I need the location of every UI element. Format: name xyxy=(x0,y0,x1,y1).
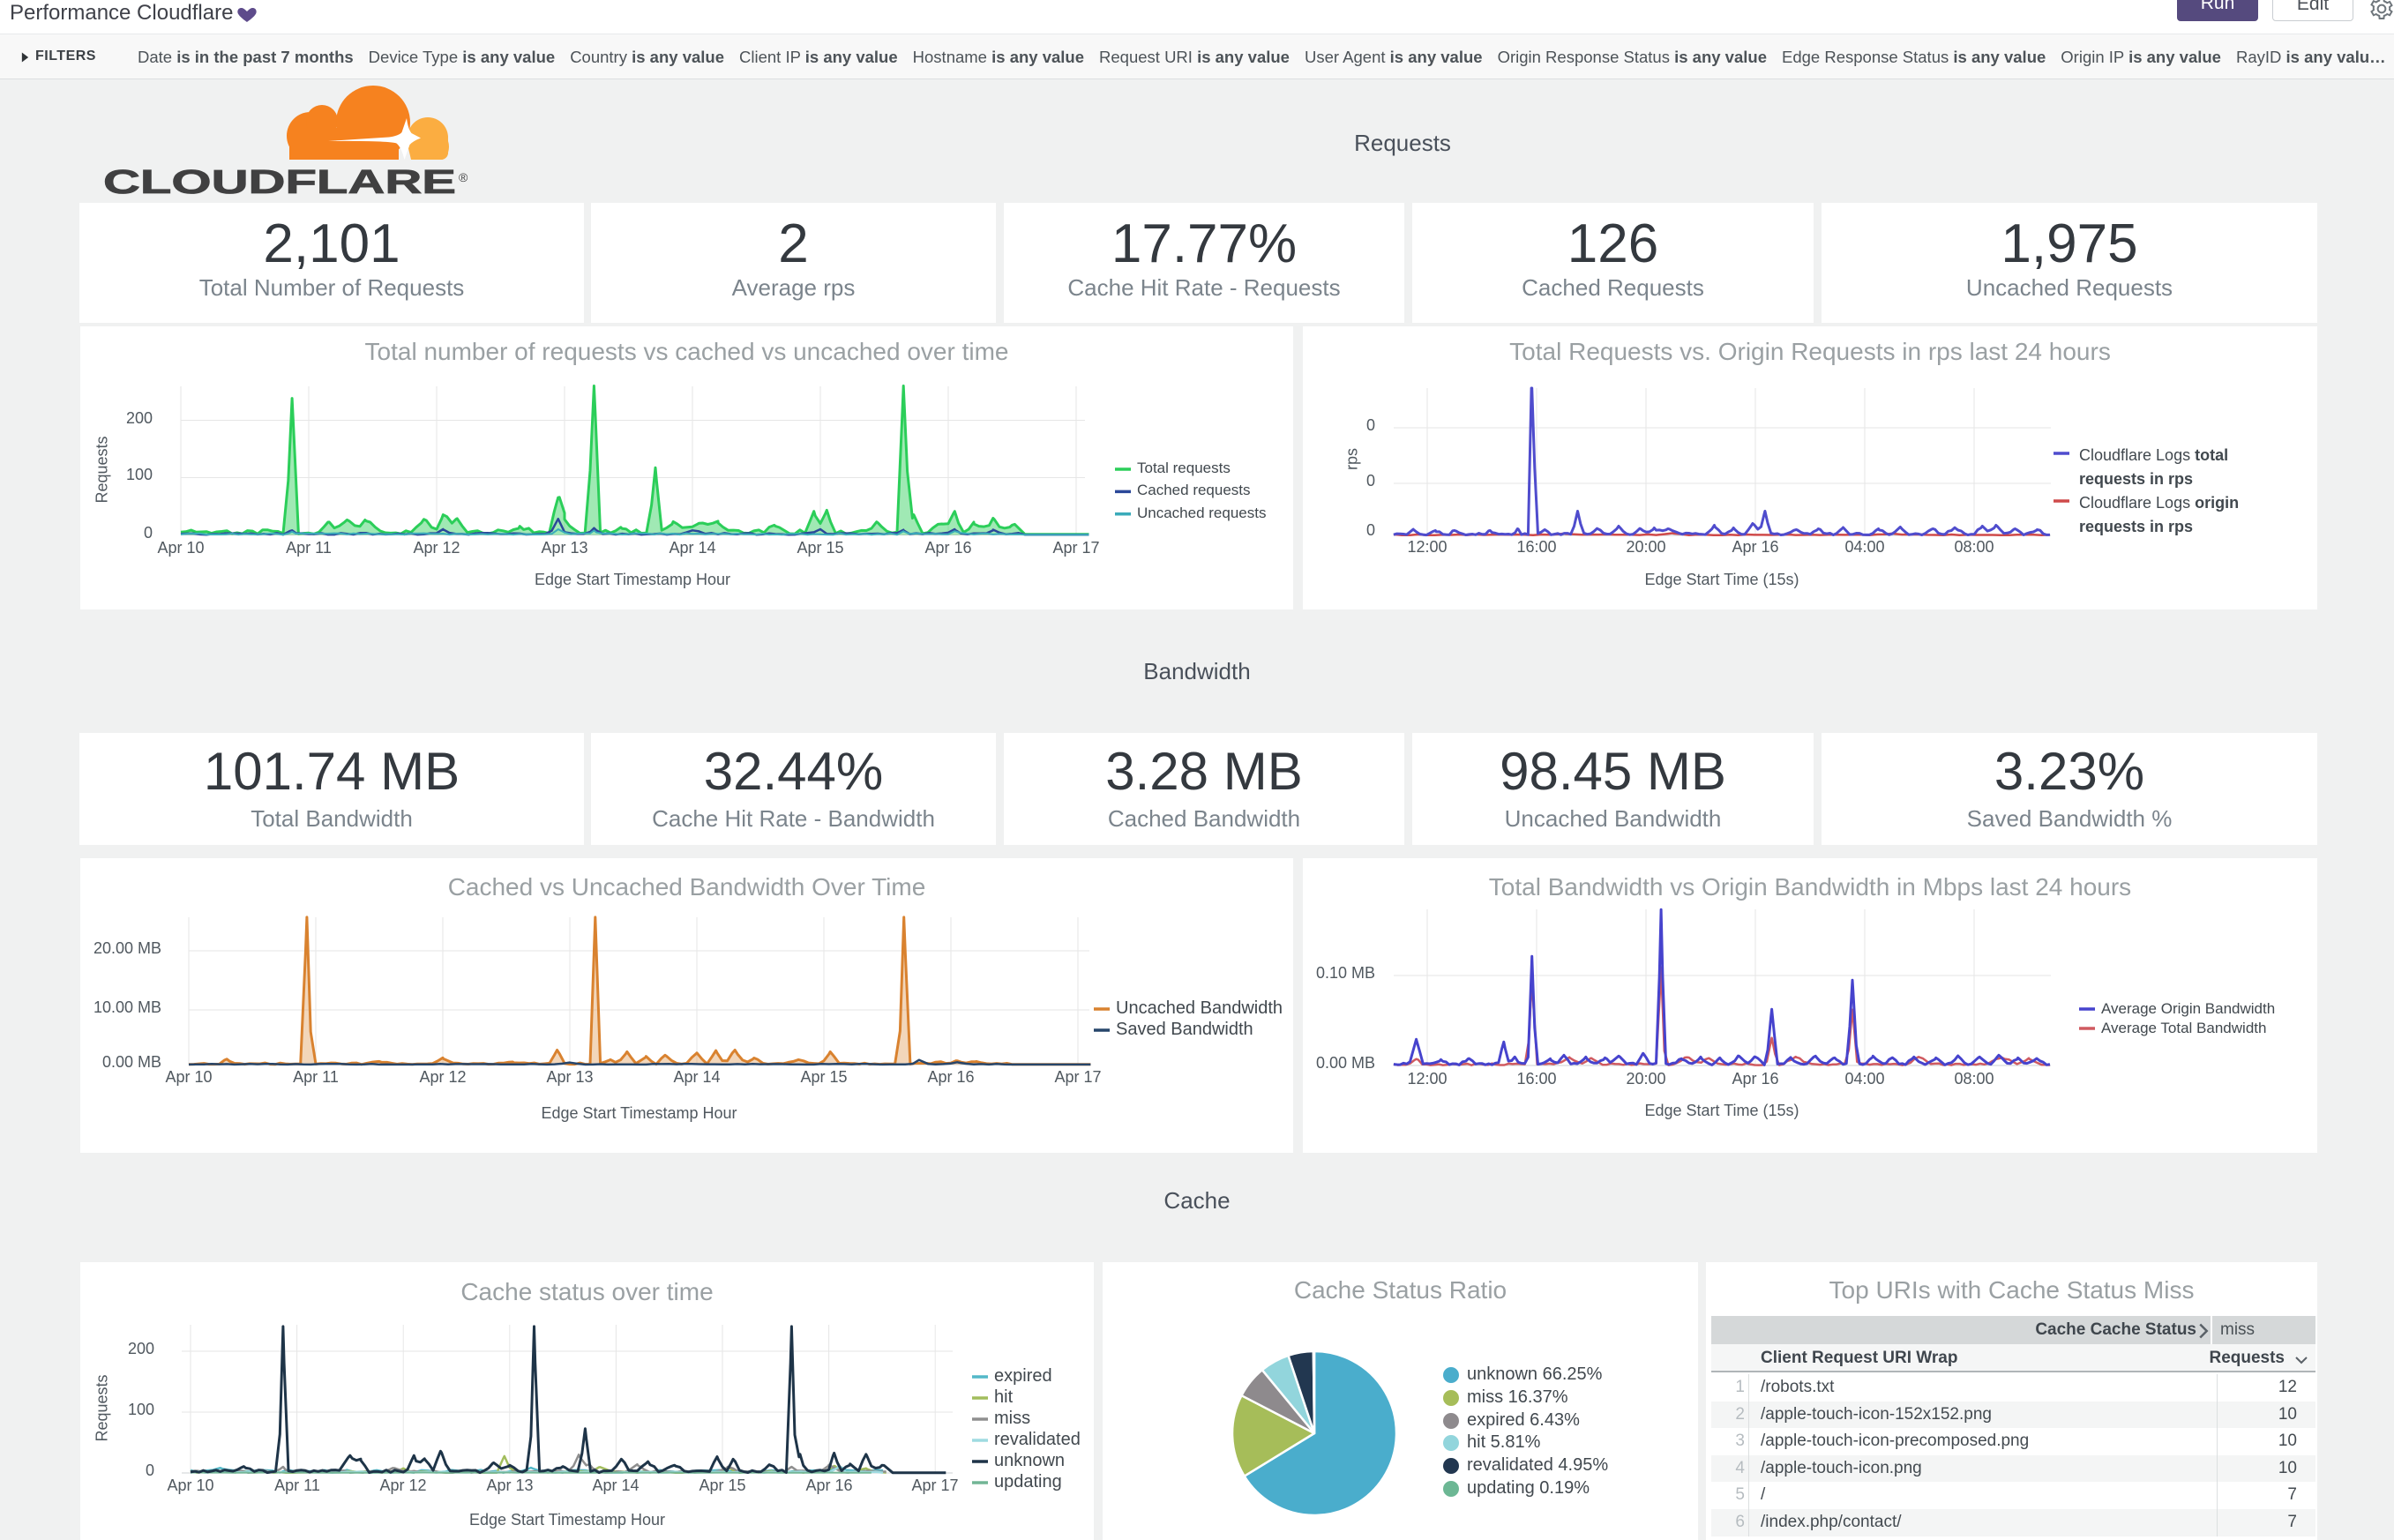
svg-text:CLOUDFLARE: CLOUDFLARE xyxy=(103,164,456,201)
svg-text:®: ® xyxy=(459,170,468,184)
